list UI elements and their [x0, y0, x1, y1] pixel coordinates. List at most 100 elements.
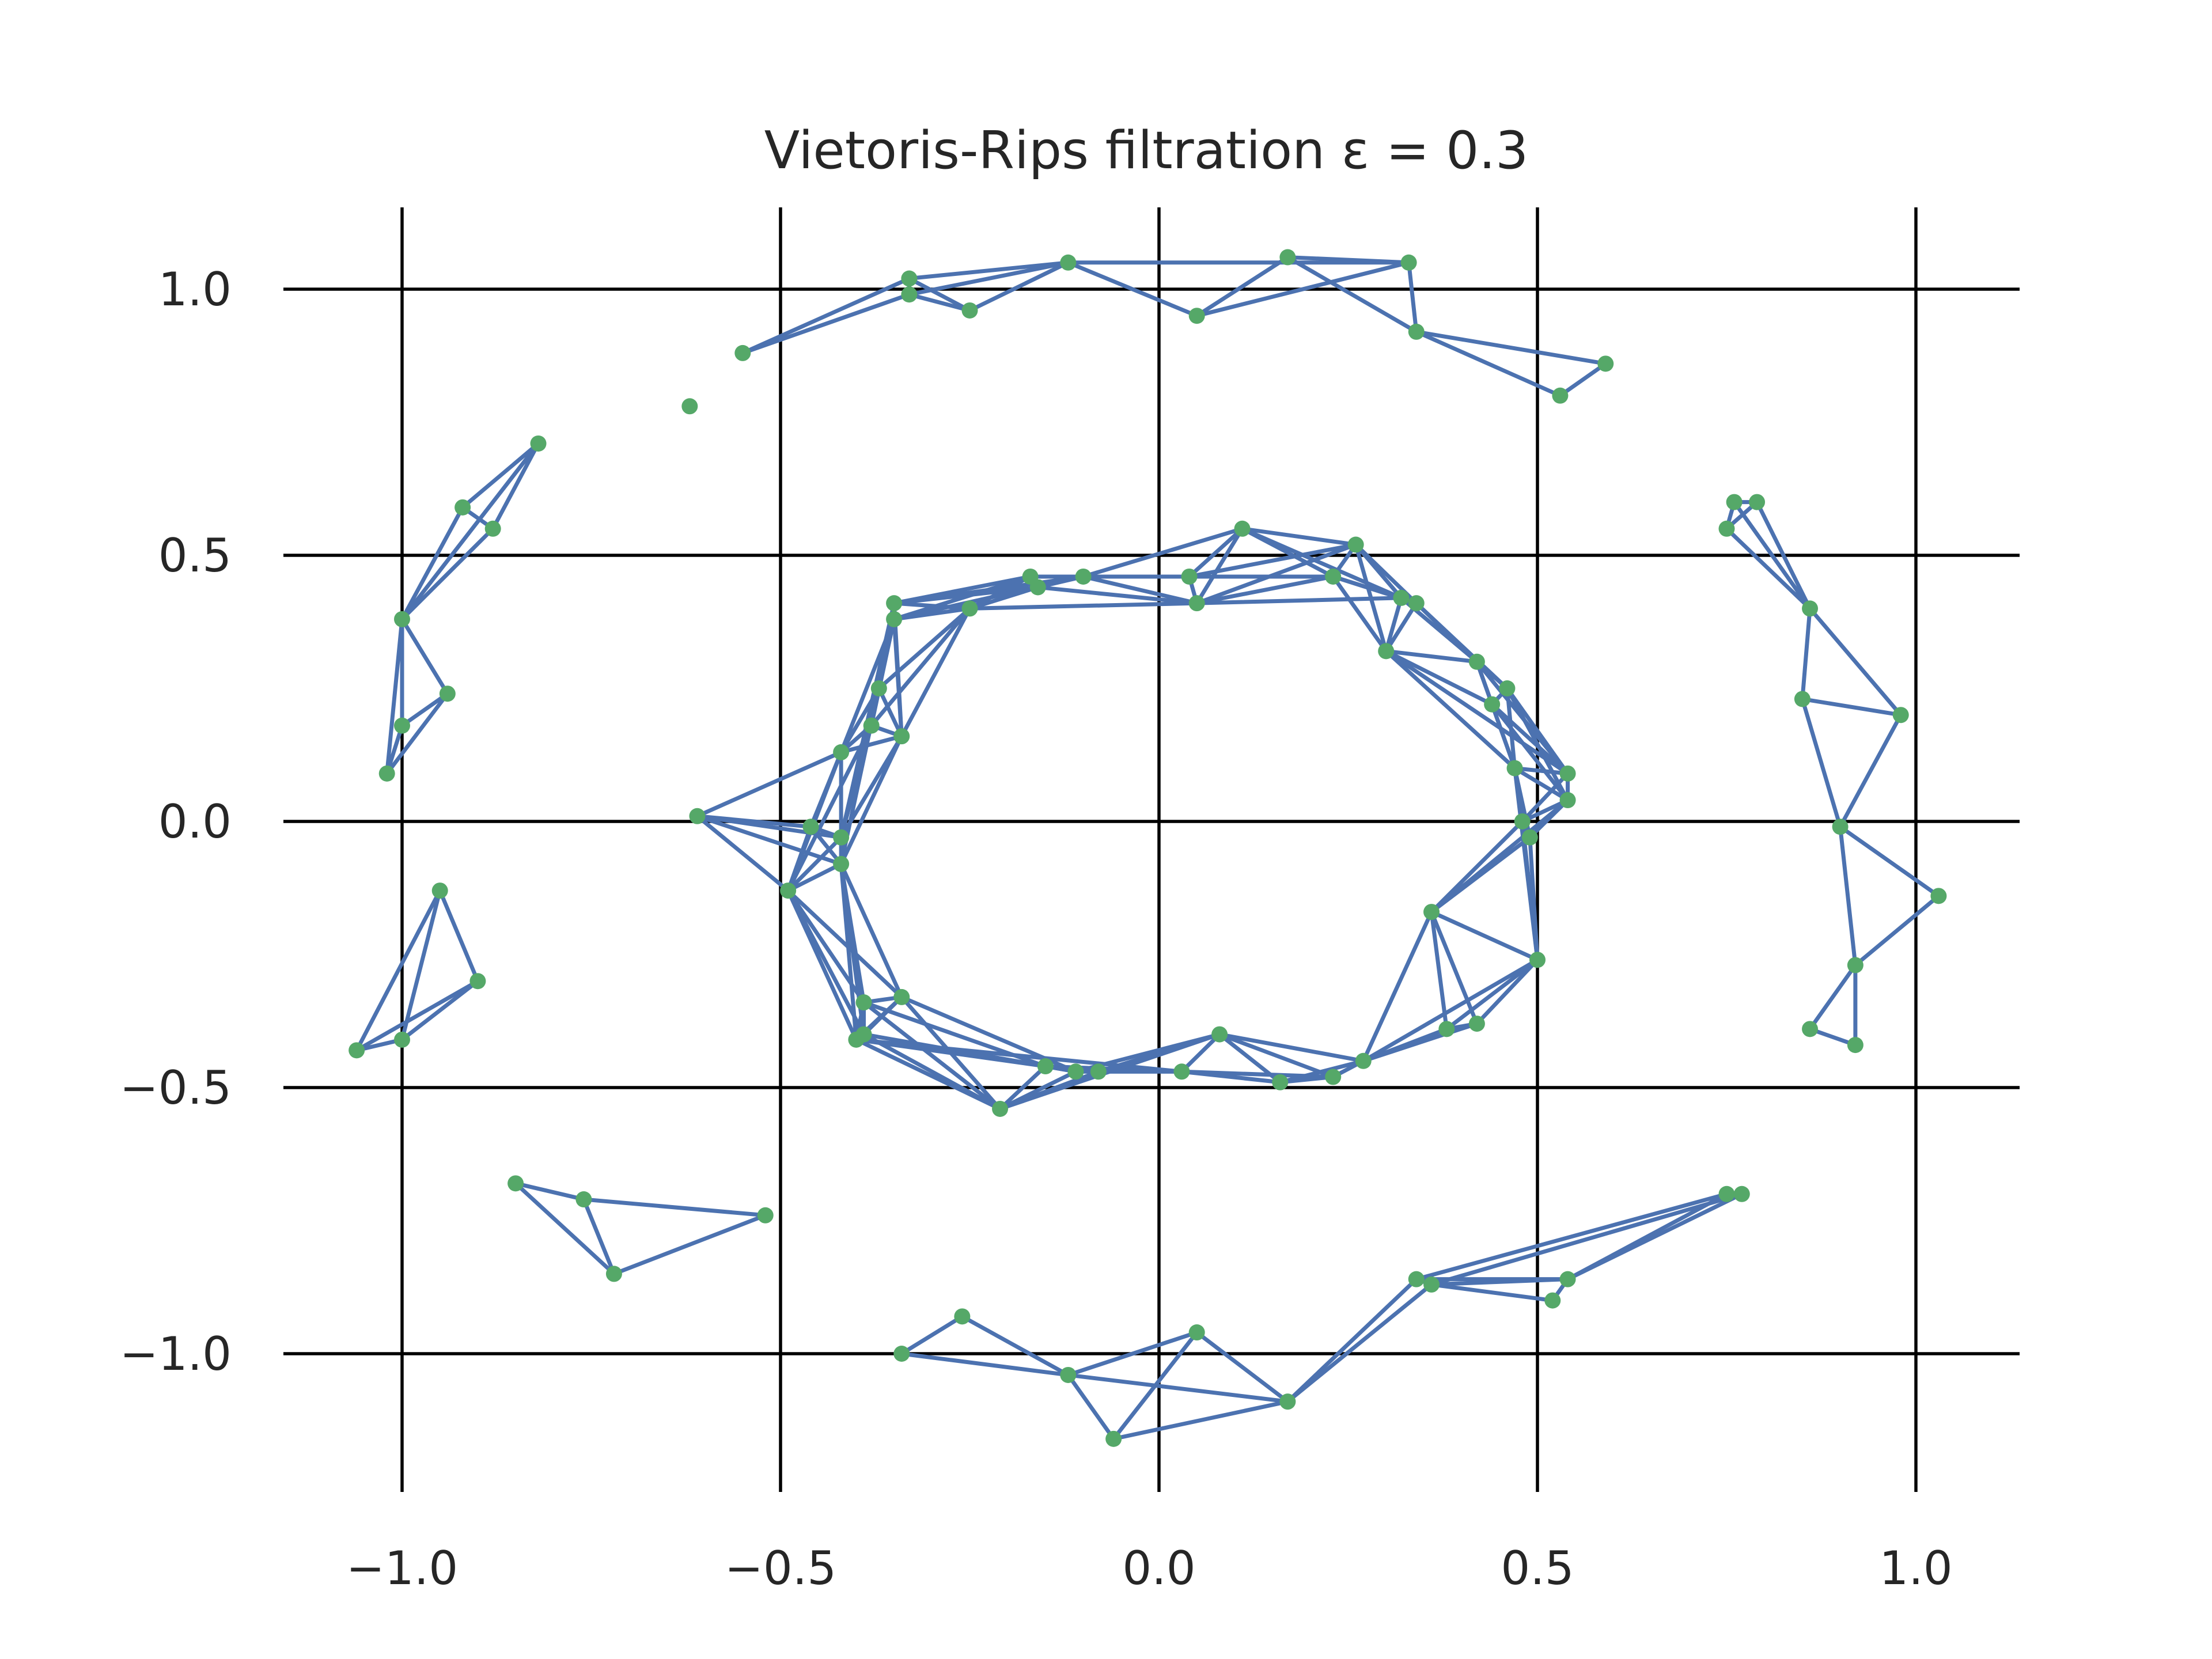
edge	[1195, 574, 1335, 605]
edge	[877, 606, 972, 691]
edge	[960, 1314, 1070, 1377]
point	[1726, 494, 1743, 510]
point	[689, 808, 706, 824]
edge	[899, 1351, 1070, 1377]
edge	[1187, 527, 1245, 579]
x-tick-label: 1.0	[1879, 1541, 1952, 1595]
point	[833, 744, 850, 760]
point	[1408, 323, 1425, 340]
edge	[513, 1181, 616, 1276]
point	[1234, 520, 1251, 537]
edge	[438, 888, 480, 983]
point	[780, 882, 797, 899]
gridlines	[283, 207, 2020, 1492]
point	[1325, 1069, 1342, 1085]
edge	[1808, 963, 1858, 1031]
edge	[1429, 910, 1540, 962]
point	[1325, 568, 1342, 585]
point	[954, 1308, 971, 1325]
edge	[1361, 957, 1540, 1063]
point	[484, 520, 501, 537]
y-tick-label: 0.0	[158, 795, 232, 849]
point	[893, 1346, 910, 1362]
edge	[1285, 255, 1411, 265]
edge	[1217, 1032, 1335, 1080]
point	[1733, 1185, 1750, 1202]
edge	[968, 260, 1070, 313]
point	[1794, 691, 1810, 707]
edge	[1179, 1069, 1335, 1080]
point	[1718, 520, 1735, 537]
point	[1347, 536, 1364, 553]
point	[1529, 952, 1546, 968]
edge	[581, 1197, 616, 1276]
edge	[968, 574, 1033, 611]
point	[1802, 600, 1819, 617]
edge	[400, 527, 495, 622]
y-tick-label: 1.0	[158, 263, 232, 316]
edge	[839, 617, 896, 755]
point	[1514, 813, 1531, 830]
edge	[1429, 1277, 1570, 1287]
point	[1400, 254, 1417, 271]
edge	[740, 276, 911, 355]
point	[1029, 579, 1046, 596]
edge	[786, 888, 858, 1042]
point	[507, 1175, 524, 1192]
point	[1423, 1276, 1440, 1293]
point	[530, 435, 547, 452]
point	[901, 286, 918, 303]
point	[992, 1100, 1009, 1117]
edge	[786, 888, 904, 999]
edge	[1407, 260, 1419, 334]
point	[454, 499, 471, 516]
edge	[1800, 606, 1812, 701]
edge	[907, 292, 972, 313]
edge	[1566, 1192, 1744, 1282]
edge	[1414, 329, 1608, 366]
edge	[862, 1000, 1002, 1111]
point	[961, 600, 978, 617]
point	[1090, 1063, 1107, 1080]
point	[833, 829, 850, 846]
point	[1279, 1393, 1296, 1410]
point	[1211, 1026, 1228, 1043]
y-tick-label: −0.5	[120, 1061, 232, 1115]
edge	[1361, 1021, 1479, 1063]
point	[1559, 1271, 1576, 1287]
point	[1468, 653, 1485, 670]
edge	[1528, 835, 1540, 962]
point	[469, 973, 486, 990]
point	[802, 819, 819, 835]
point	[1468, 1016, 1485, 1032]
edge	[1384, 649, 1517, 771]
edge	[1429, 910, 1449, 1031]
edge	[839, 734, 904, 866]
point	[394, 611, 410, 627]
edge	[1217, 1032, 1366, 1063]
edge	[1513, 766, 1570, 802]
edge	[1800, 696, 1843, 829]
point	[893, 988, 910, 1005]
point	[1037, 1058, 1054, 1075]
point	[1188, 1324, 1205, 1341]
edge	[854, 1037, 1002, 1111]
point	[1393, 589, 1410, 606]
edge	[385, 691, 450, 776]
edge	[786, 835, 843, 893]
chart-title: Vietoris-Rips filtration ε = 0.3	[764, 120, 1528, 181]
edge	[1081, 574, 1199, 605]
edge	[1429, 1282, 1555, 1303]
edge	[1384, 649, 1479, 664]
y-tick-label: −1.0	[120, 1327, 232, 1381]
edge	[695, 750, 843, 819]
point	[886, 611, 903, 627]
point	[1847, 1037, 1863, 1054]
edge	[786, 888, 866, 1005]
edge	[998, 1064, 1048, 1111]
edge	[400, 691, 450, 728]
point	[1355, 1052, 1372, 1069]
edge	[839, 862, 904, 999]
edge	[1384, 596, 1403, 653]
